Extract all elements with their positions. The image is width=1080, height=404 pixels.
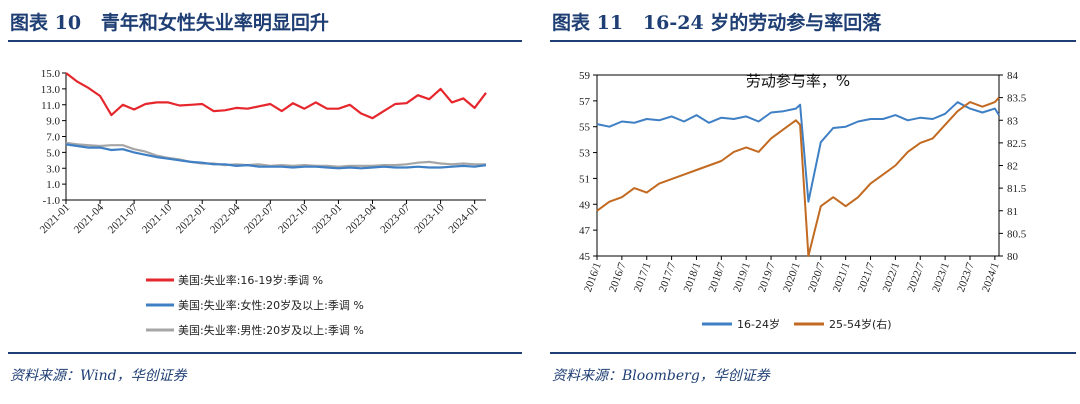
y-right-tick-label: 81.5 — [1007, 183, 1027, 195]
y-right-tick-label: 83 — [1007, 115, 1019, 127]
y-tick-label: 3.0 — [46, 163, 60, 175]
x-tick-label: 2017/7 — [657, 260, 679, 293]
y-left-tick-label: 57 — [579, 96, 591, 108]
x-tick-label: 2016/1 — [582, 261, 604, 294]
x-tick-label: 2022/7 — [905, 260, 927, 293]
x-tick-label: 2021-07 — [106, 201, 141, 236]
figure-10-label: 图表 10 — [10, 12, 82, 34]
x-tick-label: 2023/1 — [930, 261, 952, 294]
figure-10-top-rule — [8, 40, 522, 42]
x-tick-label: 2019/7 — [756, 260, 778, 293]
x-tick-label: 2023-01 — [310, 202, 344, 236]
legend-label-2: 25-54岁(右) — [829, 317, 892, 331]
figure-11-bottom-rule — [550, 352, 1076, 354]
x-tick-label: 2024-01 — [446, 202, 480, 236]
x-tick-label: 2023/7 — [955, 260, 977, 293]
y-right-tick-label: 83.5 — [1007, 93, 1027, 105]
x-tick-label: 2020/1 — [781, 261, 803, 294]
legend-label-2: 美国:失业率:女性:20岁及以上:季调 % — [178, 298, 364, 312]
figure-10-heading: 青年和女性失业率明显回升 — [100, 12, 329, 34]
y-tick-label: 1.0 — [46, 179, 60, 191]
figure-11-heading: 16-24 岁的劳动参与率回落 — [642, 12, 882, 34]
figure-11-source: 资料来源：Bloomberg，华创证券 — [552, 368, 770, 384]
chart-inner-title: 劳动参与率，% — [746, 72, 850, 90]
y-right-tick-label: 80.5 — [1007, 228, 1027, 240]
y-right-tick-label: 82.5 — [1007, 138, 1027, 150]
y-left-tick-label: 47 — [579, 225, 591, 237]
y-tick-label: 5.0 — [46, 147, 60, 159]
x-tick-label: 2023-07 — [378, 201, 413, 236]
figure-10-panel: 图表 10 青年和女性失业率明显回升 15.0 13.0 11.0 9.0 7.0 5.0… — [0, 0, 526, 404]
figure-10-source: 资料来源：Wind，华创证券 — [10, 368, 187, 384]
figure-11-panel: 图表 11 16-24 岁的劳动参与率回落 59 57 55 53 51 49 47 45 84… — [542, 0, 1080, 404]
y-left-tick-label: 49 — [579, 199, 591, 211]
figure-10-title: 图表 10 青年和女性失业率明显回升 — [10, 8, 329, 35]
x-tick-label: 2023-04 — [344, 201, 379, 236]
y-right-tick-label: 81 — [1007, 206, 1018, 218]
y-right-tick-label: 82 — [1007, 161, 1018, 173]
y-left-tick-label: 45 — [579, 251, 591, 263]
x-tick-label: 2017/1 — [632, 261, 654, 294]
x-tick-label: 2020/7 — [806, 260, 828, 293]
figure-11-label: 图表 11 — [552, 12, 624, 34]
x-tick-label: 2022-01 — [174, 202, 208, 236]
series-line-2 — [65, 143, 487, 170]
x-tick-label: 2018/1 — [682, 261, 704, 294]
x-tick-label: 2019/1 — [731, 261, 753, 294]
y-tick-label: 13.0 — [41, 84, 61, 96]
y-left-tick-label: 53 — [579, 148, 591, 160]
y-left-tick-label: 59 — [579, 70, 591, 82]
y-tick-label: -1.0 — [43, 195, 61, 207]
x-tick-label: 2018/7 — [706, 260, 728, 293]
legend-label-3: 美国:失业率:男性:20岁及以上:季调 % — [178, 323, 364, 337]
x-tick-label: 2021/1 — [831, 261, 853, 294]
x-tick-label: 2024/1 — [980, 261, 1002, 294]
y-left-tick-label: 51 — [579, 173, 590, 185]
x-tick-label: 2021-04 — [72, 201, 107, 236]
plot-frame — [596, 74, 1000, 257]
series-line-2 — [596, 96, 1000, 257]
participation-line-chart: 59 57 55 53 51 49 47 45 84 83.5 83 82.5 82 81.5 81 80.5… — [579, 70, 1027, 331]
y-tick-label: 9.0 — [46, 116, 60, 128]
y-tick-label: 15.0 — [41, 68, 61, 80]
y-tick-label: 11.0 — [41, 100, 60, 112]
x-tick-label: 2021/7 — [856, 260, 878, 293]
x-tick-label: 2016/7 — [607, 260, 629, 293]
x-tick-label: 2023-10 — [412, 201, 447, 236]
y-left-tick-label: 55 — [579, 122, 591, 134]
series-line-3 — [65, 141, 486, 168]
x-tick-label: 2022-07 — [242, 201, 277, 236]
legend-label-1: 美国:失业率:16-19岁:季调 % — [178, 273, 323, 287]
y-right-tick-label: 80 — [1007, 251, 1019, 263]
y-tick-label: 7.0 — [46, 132, 60, 144]
figure-10-bottom-rule — [8, 352, 522, 354]
x-tick-label: 2022-04 — [208, 201, 243, 236]
legend-label-1: 16-24岁 — [737, 317, 780, 331]
x-tick-label: 2022-10 — [276, 201, 311, 236]
figure-11-top-rule — [550, 40, 1076, 42]
x-tick-label: 2022/1 — [880, 261, 902, 294]
y-right-tick-label: 84 — [1007, 70, 1019, 82]
series-line-1 — [596, 101, 1000, 203]
x-tick-label: 2021-10 — [140, 201, 175, 236]
figure-11-title: 图表 11 16-24 岁的劳动参与率回落 — [552, 8, 881, 35]
series-line-1 — [65, 72, 487, 120]
